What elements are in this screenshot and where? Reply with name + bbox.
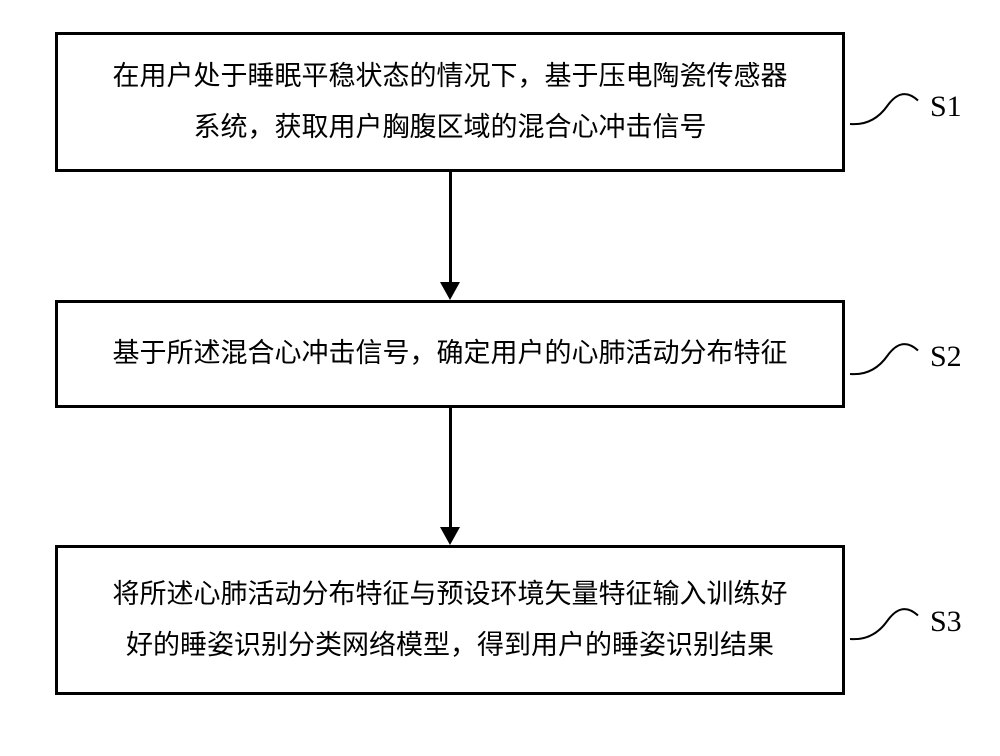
step-label-3: S3 xyxy=(930,605,962,639)
brace-connector-1 xyxy=(848,78,920,128)
arrow-head-icon-2 xyxy=(440,527,460,545)
flow-step-text: 在用户处于睡眠平稳状态的情况下，基于压电陶瓷传感器 系统，获取用户胸腹区域的混合… xyxy=(113,51,788,154)
brace-connector-3 xyxy=(848,593,920,643)
arrow-line-2 xyxy=(449,408,452,527)
step-label-2: S2 xyxy=(930,340,962,374)
arrow-head-icon-1 xyxy=(440,282,460,300)
arrow-line-1 xyxy=(449,172,452,282)
flow-step-text: 将所述心肺活动分布特征与预设环境矢量特征输入训练好 好的睡姿识别分类网络模型，得… xyxy=(113,569,788,672)
brace-connector-2 xyxy=(848,328,920,378)
flow-step-s1: 在用户处于睡眠平稳状态的情况下，基于压电陶瓷传感器 系统，获取用户胸腹区域的混合… xyxy=(55,32,845,172)
step-label-1: S1 xyxy=(930,90,962,124)
flow-step-s3: 将所述心肺活动分布特征与预设环境矢量特征输入训练好 好的睡姿识别分类网络模型，得… xyxy=(55,545,845,695)
flow-step-s2: 基于所述混合心冲击信号，确定用户的心肺活动分布特征 xyxy=(55,300,845,408)
flow-step-text: 基于所述混合心冲击信号，确定用户的心肺活动分布特征 xyxy=(113,328,788,379)
flowchart-canvas: 在用户处于睡眠平稳状态的情况下，基于压电陶瓷传感器 系统，获取用户胸腹区域的混合… xyxy=(0,0,1000,756)
